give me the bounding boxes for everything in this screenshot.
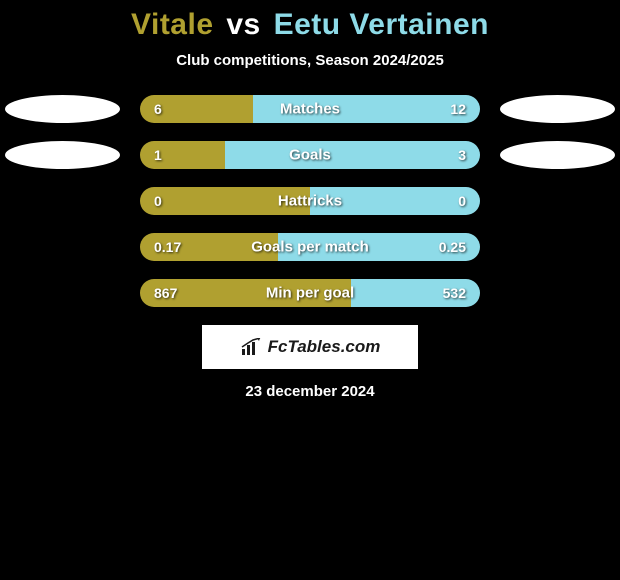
left-ellipse xyxy=(5,187,120,215)
chart-icon xyxy=(240,338,262,356)
stat-bar: 6 12 Matches xyxy=(140,95,480,123)
stat-row: 867 532 Min per goal xyxy=(0,279,620,307)
stats-rows: 6 12 Matches 1 3 Goals 0 0 Hattricks 0.17 0.25 Goal… xyxy=(0,95,620,307)
stat-right-value: 3 xyxy=(458,147,466,163)
stat-label: Hattricks xyxy=(278,193,342,210)
stat-right-value: 532 xyxy=(443,285,466,301)
player1-name: Vitale xyxy=(131,8,214,41)
brand-text: FcTables.com xyxy=(268,337,381,357)
bar-right-fill xyxy=(225,141,480,169)
stat-left-value: 1 xyxy=(154,147,162,163)
left-ellipse xyxy=(5,141,120,169)
right-ellipse xyxy=(500,141,615,169)
left-ellipse xyxy=(5,279,120,307)
bar-left-fill xyxy=(140,141,225,169)
right-ellipse xyxy=(500,279,615,307)
right-ellipse xyxy=(500,233,615,261)
stat-left-value: 867 xyxy=(154,285,177,301)
subtitle: Club competitions, Season 2024/2025 xyxy=(0,52,620,69)
stat-left-value: 0 xyxy=(154,193,162,209)
player2-name: Eetu Vertainen xyxy=(274,8,489,41)
stat-label: Min per goal xyxy=(266,285,354,302)
stat-row: 0.17 0.25 Goals per match xyxy=(0,233,620,261)
stat-bar: 0 0 Hattricks xyxy=(140,187,480,215)
stat-bar: 1 3 Goals xyxy=(140,141,480,169)
stat-right-value: 0.25 xyxy=(439,239,466,255)
stat-label: Matches xyxy=(280,101,340,118)
stat-left-value: 0.17 xyxy=(154,239,181,255)
comparison-container: Vitale vs Eetu Vertainen Club competitio… xyxy=(0,0,620,400)
date-label: 23 december 2024 xyxy=(0,383,620,400)
stat-row: 6 12 Matches xyxy=(0,95,620,123)
stat-label: Goals per match xyxy=(251,239,369,256)
stat-left-value: 6 xyxy=(154,101,162,117)
stat-right-value: 12 xyxy=(450,101,466,117)
stat-bar: 0.17 0.25 Goals per match xyxy=(140,233,480,261)
left-ellipse xyxy=(5,233,120,261)
vs-label: vs xyxy=(226,8,260,41)
page-title: Vitale vs Eetu Vertainen xyxy=(0,8,620,42)
stat-label: Goals xyxy=(289,147,331,164)
stat-row: 0 0 Hattricks xyxy=(0,187,620,215)
stat-row: 1 3 Goals xyxy=(0,141,620,169)
stat-bar: 867 532 Min per goal xyxy=(140,279,480,307)
right-ellipse xyxy=(500,95,615,123)
stat-right-value: 0 xyxy=(458,193,466,209)
right-ellipse xyxy=(500,187,615,215)
left-ellipse xyxy=(5,95,120,123)
brand-box[interactable]: FcTables.com xyxy=(202,325,418,369)
